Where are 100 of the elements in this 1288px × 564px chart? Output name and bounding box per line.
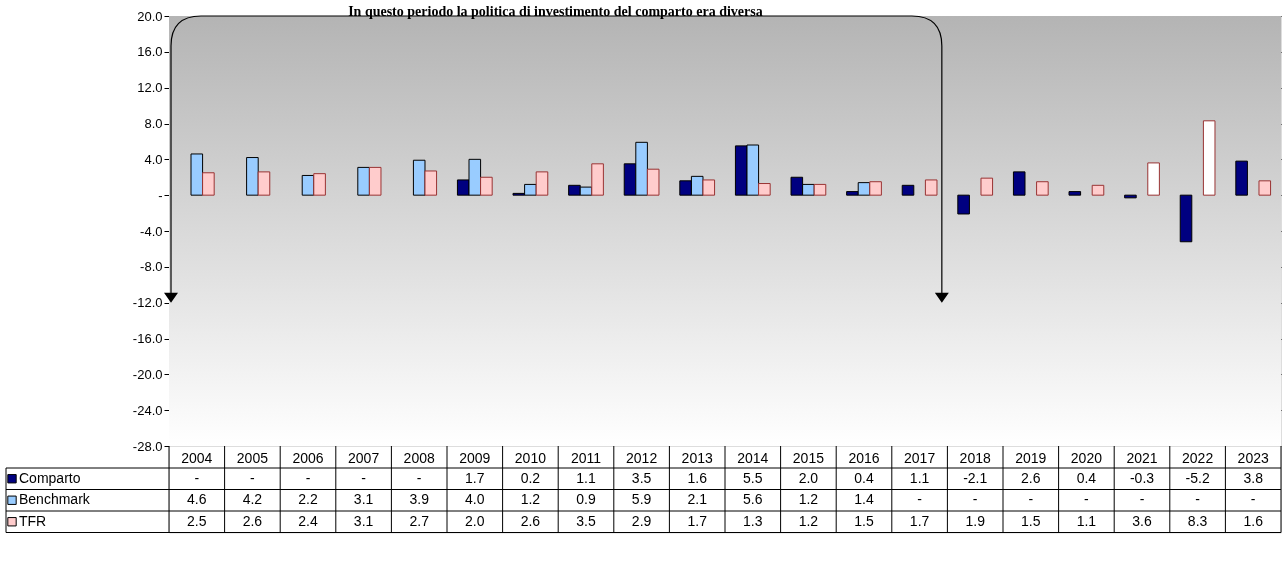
x-tick-label: 2021 bbox=[1126, 449, 1158, 466]
y-tick-label: -4.0 bbox=[140, 223, 163, 239]
data-label: 1.7 bbox=[465, 469, 485, 486]
x-tick-label: 2022 bbox=[1182, 449, 1214, 466]
data-label: 0.4 bbox=[1076, 469, 1097, 486]
bar bbox=[313, 173, 326, 196]
bar bbox=[924, 179, 938, 196]
bar bbox=[758, 183, 771, 196]
data-label: 2.5 bbox=[187, 512, 207, 529]
data-label: 2.4 bbox=[298, 512, 318, 529]
y-tick-label: -16.0 bbox=[132, 331, 163, 346]
data-label: 2.7 bbox=[409, 512, 430, 529]
bar bbox=[591, 163, 604, 196]
text: - bbox=[250, 469, 255, 486]
data-label: -0.3 bbox=[1129, 469, 1155, 486]
text: - bbox=[1139, 491, 1145, 508]
text: - bbox=[305, 469, 311, 486]
bar bbox=[246, 157, 259, 196]
data-label: 1.5 bbox=[854, 512, 874, 529]
data-label: 1.2 bbox=[798, 512, 819, 529]
data-label: 2.0 bbox=[798, 469, 819, 486]
y-tick-label: 20.0 bbox=[137, 8, 163, 24]
y-tick-label: 12.0 bbox=[137, 80, 163, 96]
data-label: 3.5 bbox=[576, 512, 596, 529]
legend-label: Comparto bbox=[19, 469, 81, 486]
data-label: 2.9 bbox=[631, 512, 652, 529]
x-tick-label: 2016 bbox=[848, 449, 880, 466]
data-label: 2.6 bbox=[520, 512, 541, 529]
data-label: 1.4 bbox=[854, 491, 874, 508]
text: - bbox=[1250, 491, 1256, 508]
bar bbox=[368, 166, 382, 196]
data-label: 0.4 bbox=[854, 469, 874, 486]
data-label: 5.6 bbox=[743, 491, 763, 508]
x-tick-label: 2019 bbox=[1015, 449, 1047, 466]
text: - bbox=[1195, 491, 1200, 508]
data-label: 5.5 bbox=[743, 469, 763, 486]
data-label: 1.2 bbox=[798, 491, 819, 508]
data-label: 2.2 bbox=[298, 491, 318, 508]
x-tick-label: 2010 bbox=[514, 449, 547, 466]
data-label: 2.6 bbox=[1021, 469, 1041, 486]
bar bbox=[957, 194, 970, 215]
data-label: 1.7 bbox=[687, 512, 708, 529]
x-tick-label: 2013 bbox=[681, 449, 713, 466]
x-tick-label: 2007 bbox=[348, 449, 380, 466]
data-label: 2.6 bbox=[242, 512, 263, 529]
text: - bbox=[917, 491, 922, 508]
legend-label: TFR bbox=[19, 512, 47, 529]
bar bbox=[424, 170, 438, 196]
data-label: 1.7 bbox=[909, 512, 930, 529]
data-label: 1.6 bbox=[1243, 512, 1264, 529]
data-label: 3.1 bbox=[353, 512, 374, 529]
y-tick-label: 8.0 bbox=[144, 116, 163, 131]
bar bbox=[1124, 194, 1137, 199]
data-label: 8.3 bbox=[1187, 512, 1208, 529]
data-label: 1.2 bbox=[520, 491, 541, 508]
bar bbox=[1036, 181, 1049, 196]
text: - bbox=[1028, 491, 1034, 508]
text: - bbox=[361, 469, 366, 486]
text: - bbox=[972, 491, 978, 508]
bar bbox=[1147, 162, 1160, 196]
bar bbox=[412, 159, 426, 196]
data-label: 1.1 bbox=[1076, 512, 1097, 529]
y-tick-label: 4.0 bbox=[144, 151, 163, 167]
x-tick-label: 2018 bbox=[959, 449, 991, 466]
y-tick-label: -20.0 bbox=[132, 366, 163, 382]
x-tick-label: 2005 bbox=[236, 449, 269, 466]
data-label: 3.5 bbox=[631, 469, 652, 486]
bar bbox=[202, 172, 215, 196]
x-tick-label: 2023 bbox=[1237, 449, 1269, 466]
y-tick-label: - bbox=[158, 187, 163, 203]
text: - bbox=[1084, 491, 1089, 508]
bar bbox=[901, 184, 915, 196]
x-tick-label: 2004 bbox=[181, 449, 213, 466]
bar bbox=[1202, 120, 1216, 196]
text: - bbox=[194, 469, 200, 486]
legend-label: Benchmark bbox=[19, 491, 91, 508]
x-tick-label: 2006 bbox=[292, 449, 324, 466]
x-tick-label: 2009 bbox=[459, 449, 491, 466]
data-label: -2.1 bbox=[963, 469, 988, 486]
data-label: 1.1 bbox=[576, 469, 596, 486]
data-label: 3.9 bbox=[409, 491, 430, 508]
x-tick-label: 2017 bbox=[904, 449, 936, 466]
data-label: 1.5 bbox=[1021, 512, 1041, 529]
y-tick-label: -12.0 bbox=[132, 295, 163, 311]
annotation: In questo periodo la politica di investimento del comparto era diversa bbox=[348, 4, 763, 19]
bar bbox=[702, 179, 716, 196]
data-label: 0.9 bbox=[576, 491, 596, 508]
bar bbox=[1235, 160, 1248, 196]
data-label: 3.6 bbox=[1132, 512, 1152, 529]
data-label: 4.2 bbox=[242, 491, 263, 508]
data-label: 2.0 bbox=[465, 512, 485, 529]
bar bbox=[535, 171, 549, 196]
bar bbox=[980, 177, 994, 196]
data-label: 4.6 bbox=[187, 491, 207, 508]
bar bbox=[1179, 194, 1193, 243]
data-label: 1.6 bbox=[687, 469, 708, 486]
bar bbox=[1258, 180, 1272, 196]
data-label: -5.2 bbox=[1185, 469, 1210, 486]
x-tick-label: 2011 bbox=[570, 449, 602, 466]
bar bbox=[1068, 191, 1082, 196]
